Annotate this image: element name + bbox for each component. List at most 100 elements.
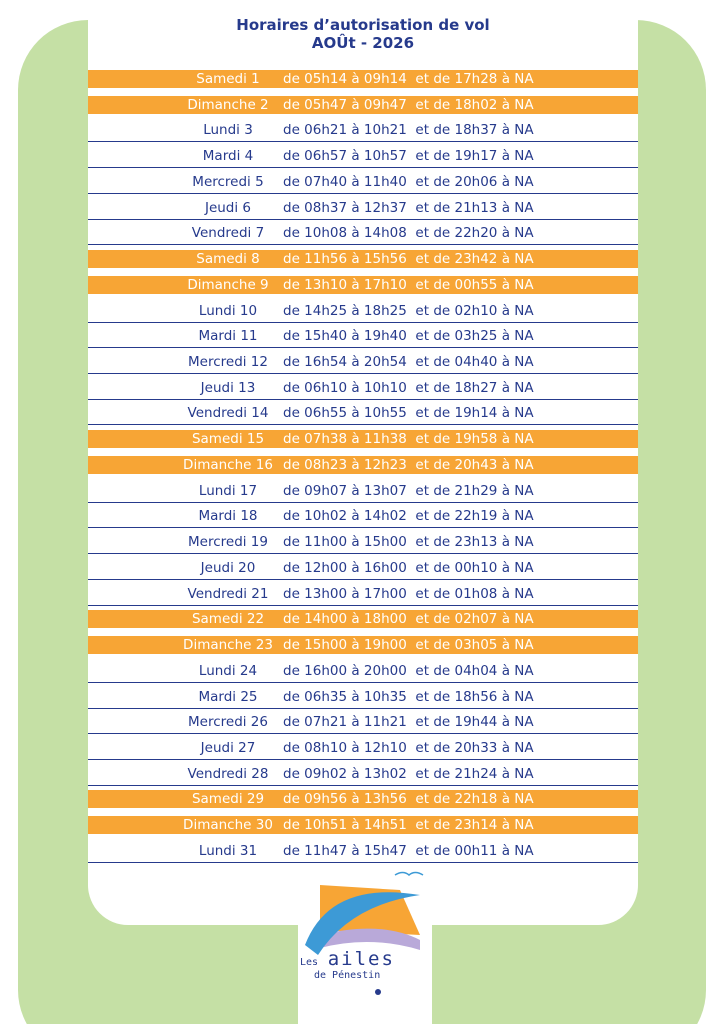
- day: Lundi 17: [198, 482, 258, 499]
- day: Lundi 10: [198, 302, 258, 319]
- hours: de 11h47 à 15h47 et de 00h11 à NA: [283, 842, 534, 859]
- schedule-row: Mardi 4 de 06h57 à 10h57 et de 19h17 à NA: [88, 145, 638, 169]
- day: Dimanche 2: [187, 96, 269, 113]
- schedule-row: Vendredi 21 de 13h00 à 17h00 et de 01h08 …: [88, 583, 638, 606]
- hours: de 08h10 à 12h10 et de 20h33 à NA: [283, 739, 534, 756]
- schedule-row: Vendredi 14 de 06h55 à 10h55 et de 19h14 …: [88, 402, 638, 426]
- hours: de 05h47 à 09h47 et de 18h02 à NA: [283, 96, 534, 113]
- hours: de 09h02 à 13h02 et de 21h24 à NA: [283, 765, 534, 782]
- hours: de 13h10 à 17h10 et de 00h55 à NA: [283, 276, 534, 293]
- day: Mercredi 5: [192, 173, 264, 190]
- hours: de 14h25 à 18h25 et de 02h10 à NA: [283, 302, 534, 319]
- schedule-row: Samedi 15 de 07h38 à 11h38 et de 19h58 à …: [88, 430, 638, 449]
- hours: de 07h40 à 11h40 et de 20h06 à NA: [283, 173, 534, 190]
- schedule-row: Vendredi 28 de 09h02 à 13h02 et de 21h24 …: [88, 763, 638, 786]
- hours: de 06h35 à 10h35 et de 18h56 à NA: [283, 688, 534, 705]
- schedule-row: Dimanche 9 de 13h10 à 17h10 et de 00h55 à…: [88, 275, 638, 294]
- day: Samedi 29: [191, 791, 265, 808]
- hours: de 08h23 à 12h23 et de 20h43 à NA: [283, 456, 534, 473]
- day: Vendredi 28: [187, 765, 269, 782]
- schedule-row: Dimanche 30 de 10h51 à 14h51 et de 23h14 …: [88, 816, 638, 835]
- schedule-row: Mercredi 5 de 07h40 à 11h40 et de 20h06 à…: [88, 171, 638, 194]
- hours: de 06h57 à 10h57 et de 19h17 à NA: [283, 148, 534, 165]
- day: Samedi 8: [196, 251, 260, 268]
- hours: de 14h00 à 18h00 et de 02h07 à NA: [283, 611, 534, 628]
- hours: de 15h00 à 19h00 et de 03h05 à NA: [283, 637, 534, 654]
- day: Samedi 22: [191, 611, 265, 628]
- day: Mardi 18: [198, 508, 258, 525]
- hours: de 11h00 à 15h00 et de 23h13 à NA: [283, 534, 534, 551]
- subtitle: AOÛt - 2026: [311, 34, 415, 52]
- day: Lundi 3: [203, 122, 253, 139]
- schedule-row: Vendredi 7 de 10h08 à 14h08 et de 22h20 à…: [88, 222, 638, 246]
- day: Dimanche 23: [183, 637, 273, 654]
- day: Dimanche 9: [187, 276, 269, 293]
- schedule-row: Dimanche 23 de 15h00 à 19h00 et de 03h05 …: [88, 636, 638, 655]
- hours: de 10h08 à 14h08 et de 22h20 à NA: [283, 225, 534, 242]
- logo-les: Les: [300, 957, 319, 968]
- schedule-row: Lundi 10 de 14h25 à 18h25 et de 02h10 à N…: [88, 300, 638, 323]
- hours: de 15h40 à 19h40 et de 03h25 à NA: [283, 328, 534, 345]
- day: Vendredi 21: [187, 585, 269, 602]
- day: Jeudi 13: [200, 379, 256, 396]
- day: Samedi 15: [191, 431, 265, 448]
- day: Vendredi 14: [187, 405, 269, 422]
- day: Samedi 1: [196, 71, 260, 87]
- hours: de 10h02 à 14h02 et de 22h19 à NA: [283, 508, 534, 525]
- hours: de 16h00 à 20h00 et de 04h04 à NA: [283, 662, 534, 679]
- day: Mardi 25: [198, 688, 258, 705]
- schedule-row: Samedi 8 de 11h56 à 15h56 et de 23h42 à N…: [88, 250, 638, 269]
- hours: de 12h00 à 16h00 et de 00h10 à NA: [283, 559, 534, 576]
- hours: de 11h56 à 15h56 et de 23h42 à NA: [283, 251, 534, 268]
- day: Mercredi 26: [188, 714, 268, 731]
- hours: de 07h21 à 11h21 et de 19h44 à NA: [283, 714, 534, 731]
- day: Jeudi 20: [200, 559, 256, 576]
- schedule-row: Mardi 11 de 15h40 à 19h40 et de 03h25 à N…: [88, 325, 638, 349]
- schedule-row: Mercredi 26 de 07h21 à 11h21 et de 19h44 …: [88, 711, 638, 735]
- hours: de 08h37 à 12h37 et de 21h13 à NA: [283, 199, 534, 216]
- schedule-row: Dimanche 16 de 08h23 à 12h23 et de 20h43 …: [88, 455, 638, 474]
- hours: de 06h55 à 10h55 et de 19h14 à NA: [283, 405, 534, 422]
- day: Lundi 31: [198, 842, 258, 859]
- logo: Les ailes de Pénestin: [300, 948, 430, 981]
- day: Jeudi 27: [200, 739, 256, 756]
- logo-ailes: ailes: [327, 948, 395, 970]
- hours: de 09h56 à 13h56 et de 22h18 à NA: [283, 791, 534, 808]
- day: Jeudi 6: [204, 199, 252, 216]
- hours: de 06h10 à 10h10 et de 18h27 à NA: [283, 379, 534, 396]
- day: Dimanche 16: [183, 456, 273, 473]
- schedule-row: Jeudi 6 de 08h37 à 12h37 et de 21h13 à NA: [88, 197, 638, 220]
- hours: de 10h51 à 14h51 et de 23h14 à NA: [283, 817, 534, 834]
- schedule-row: Jeudi 27 de 08h10 à 12h10 et de 20h33 à N…: [88, 737, 638, 760]
- schedule-row: Lundi 24 de 16h00 à 20h00 et de 04h04 à N…: [88, 660, 638, 683]
- hours: de 06h21 à 10h21 et de 18h37 à NA: [283, 122, 534, 139]
- schedule-row: Samedi 22 de 14h00 à 18h00 et de 02h07 à …: [88, 610, 638, 629]
- schedule-row: Samedi 29 de 09h56 à 13h56 et de 22h18 à …: [88, 790, 638, 809]
- hours: de 13h00 à 17h00 et de 01h08 à NA: [283, 585, 534, 602]
- hours: de 07h38 à 11h38 et de 19h58 à NA: [283, 431, 534, 448]
- logo-place: de Pénestin: [314, 970, 381, 981]
- schedule-row: Dimanche 2 de 05h47 à 09h47 et de 18h02 à…: [88, 95, 638, 114]
- day: Mercredi 12: [188, 354, 268, 371]
- day: Dimanche 30: [183, 817, 273, 834]
- schedule-row: Lundi 31 de 11h47 à 15h47 et de 00h11 à N…: [88, 840, 638, 863]
- day: Mardi 4: [202, 148, 254, 165]
- schedule-row: Jeudi 13 de 06h10 à 10h10 et de 18h27 à N…: [88, 377, 638, 400]
- schedule-row: Jeudi 20 de 12h00 à 16h00 et de 00h10 à N…: [88, 557, 638, 580]
- hours: de 05h14 à 09h14 et de 17h28 à NA: [283, 71, 534, 87]
- schedule-row: Mercredi 12 de 16h54 à 20h54 et de 04h40 …: [88, 351, 638, 375]
- logo-graphic: [305, 871, 424, 995]
- day: Mardi 11: [198, 328, 258, 345]
- hours: de 16h54 à 20h54 et de 04h40 à NA: [283, 354, 534, 371]
- day: Lundi 24: [198, 662, 258, 679]
- day: Vendredi 7: [191, 225, 265, 242]
- schedule-row: Mercredi 19 de 11h00 à 15h00 et de 23h13 …: [88, 531, 638, 555]
- schedule-row: Mardi 25 de 06h35 à 10h35 et de 18h56 à N…: [88, 686, 638, 709]
- schedule-row: Lundi 3 de 06h21 à 10h21 et de 18h37 à NA: [88, 119, 638, 143]
- schedule-row: Mardi 18 de 10h02 à 14h02 et de 22h19 à N…: [88, 505, 638, 529]
- hours: de 09h07 à 13h07 et de 21h29 à NA: [283, 482, 534, 499]
- title: Horaires d’autorisation de vol: [236, 16, 490, 34]
- day: Mercredi 19: [188, 534, 268, 551]
- schedule-row: Lundi 17 de 09h07 à 13h07 et de 21h29 à N…: [88, 480, 638, 503]
